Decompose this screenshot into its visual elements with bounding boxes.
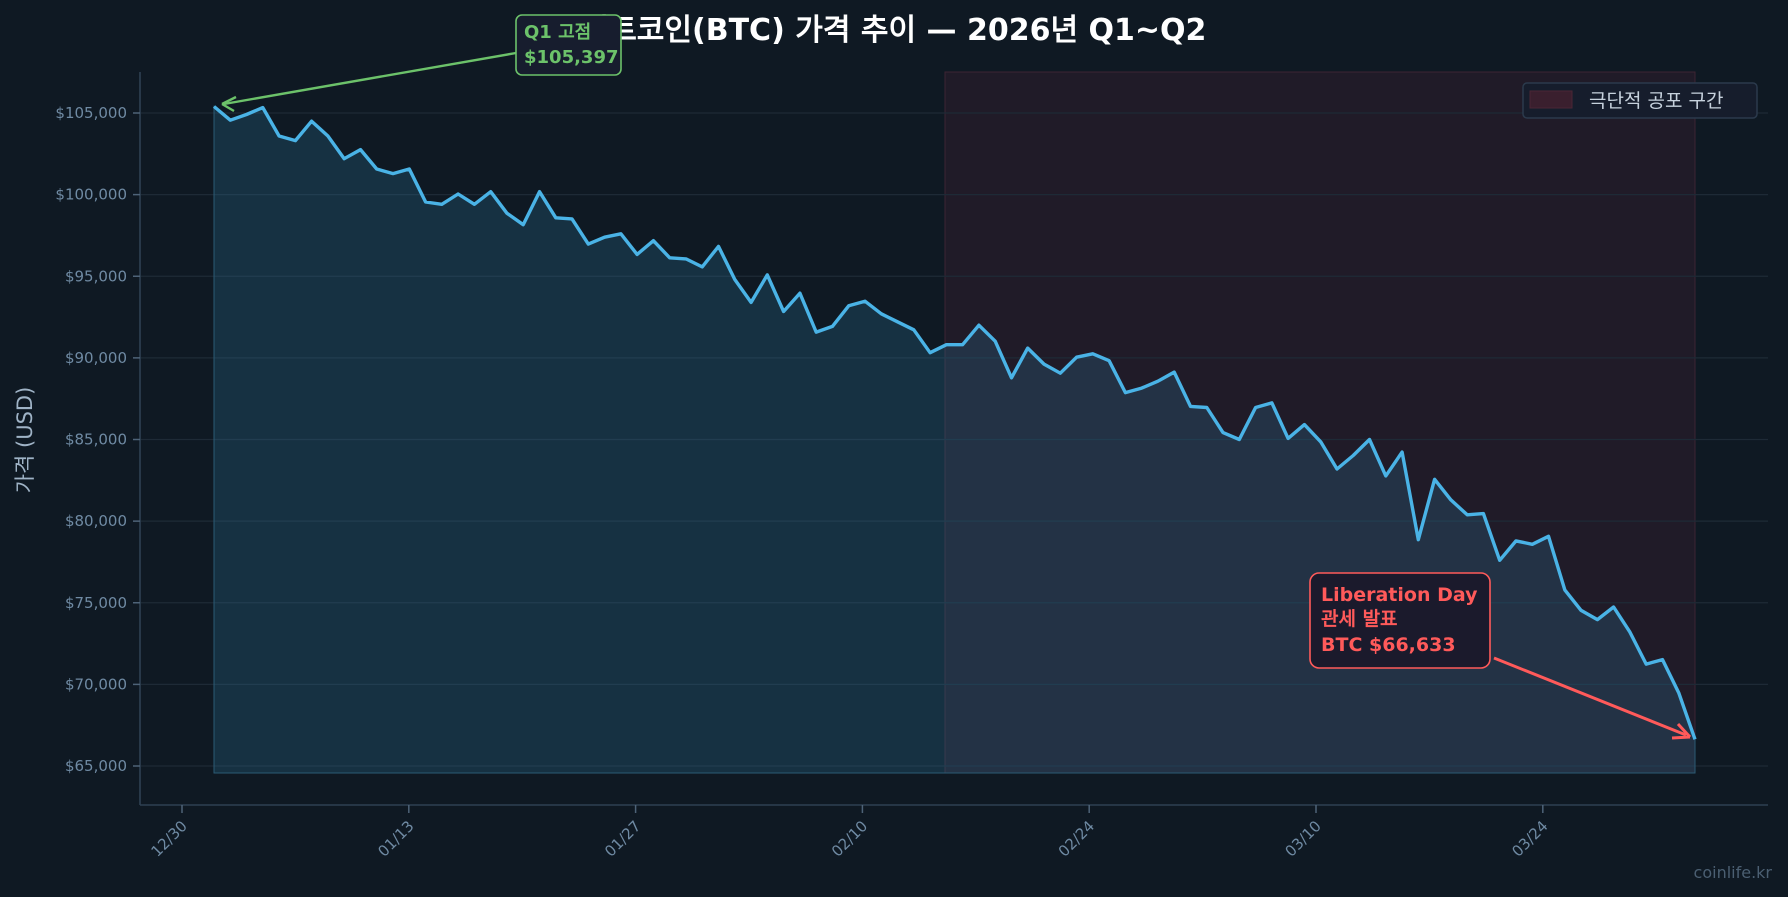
annotation-low-line2: 관세 발표 — [1321, 608, 1398, 630]
x-axis-ticks: 12/30 01/13 01/27 02/10 02/24 03/10 03/24 — [148, 805, 1552, 860]
annotation-high-line1: Q1 고점 — [524, 22, 591, 43]
price-line — [212, 105, 1697, 740]
y-tick-label: $85,000 — [65, 431, 127, 449]
y-tick-label: $95,000 — [65, 267, 127, 285]
y-tick-label: $70,000 — [65, 675, 127, 693]
watermark: coinlife.kr — [1694, 863, 1773, 882]
x-tick-label: 12/30 — [148, 817, 191, 860]
chart-title: 비트코인(BTC) 가격 추이 — 2026년 Q1~Q2 — [582, 13, 1207, 48]
y-tick-label: $65,000 — [65, 757, 127, 775]
btc-price-line — [212, 105, 1697, 740]
y-axis-label: 가격 (USD) — [13, 387, 37, 494]
x-tick-label: 03/10 — [1282, 817, 1325, 860]
x-tick-label: 01/27 — [601, 817, 644, 860]
annotation-arrow-high — [223, 51, 517, 106]
annotation-arrow-low — [1493, 656, 1687, 737]
y-tick-label: $100,000 — [55, 186, 127, 204]
arrow-head-icon — [221, 95, 237, 113]
y-tick-label: $90,000 — [65, 349, 127, 367]
annotation-liberation-day: Liberation Day 관세 발표 BTC $66,633 — [1309, 572, 1692, 740]
y-tick-label: $105,000 — [55, 104, 127, 122]
x-tick-label: 01/13 — [374, 817, 417, 860]
legend: 극단적 공포 구간 — [1522, 82, 1758, 119]
x-tick-label: 03/24 — [1508, 817, 1551, 860]
legend-label-fear: 극단적 공포 구간 — [1589, 90, 1723, 112]
annotation-q1-high: Q1 고점 $105,397 — [221, 14, 622, 113]
gridlines — [140, 112, 1768, 767]
legend-swatch-fear — [1529, 90, 1573, 109]
x-tick-label: 02/24 — [1055, 817, 1098, 860]
annotation-low-line1: Liberation Day — [1321, 584, 1478, 606]
x-tick-label: 02/10 — [828, 817, 871, 860]
arrow-head-icon — [1671, 722, 1692, 740]
y-tick-label: $80,000 — [65, 512, 127, 530]
annotation-high-line2: $105,397 — [524, 47, 619, 68]
y-tick-label: $75,000 — [65, 594, 127, 612]
y-axis-ticks: $65,000 $70,000 $75,000 $80,000 $85,000 $90,0… — [55, 104, 140, 775]
annotation-low-line3: BTC $66,633 — [1321, 634, 1456, 656]
